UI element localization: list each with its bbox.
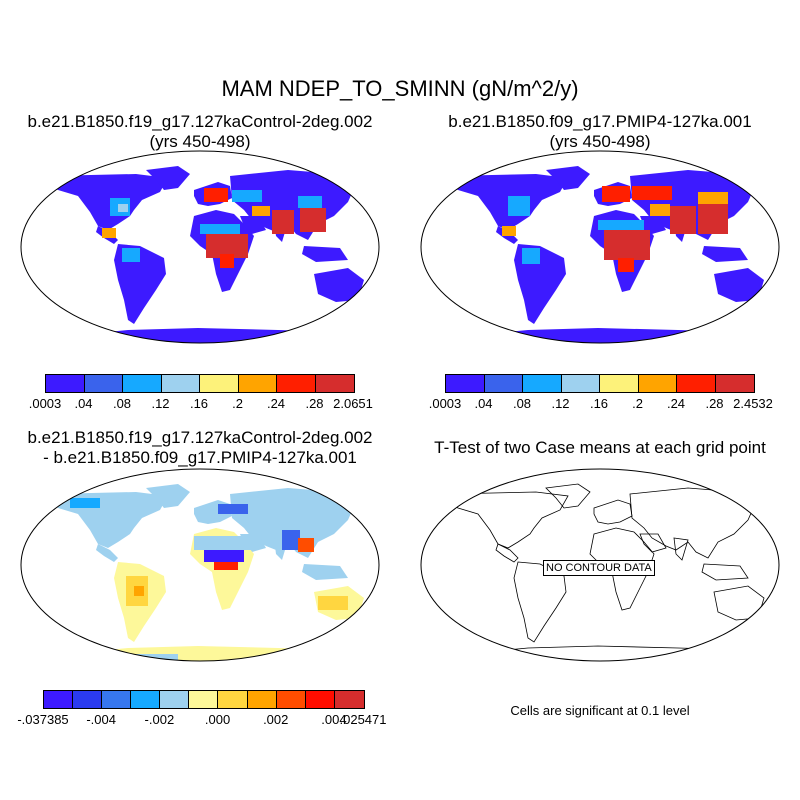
panel-4-title: T-Test of two Case means at each grid po… bbox=[400, 438, 800, 458]
colorbar-2-swatch-3 bbox=[561, 375, 600, 392]
colorbar-2-label: .16 bbox=[589, 396, 609, 411]
panel-1-title: b.e21.B1850.f19_g17.127kaControl-2deg.00… bbox=[0, 112, 400, 152]
panel-2-title-line2: (yrs 450-498) bbox=[549, 132, 651, 151]
colorbar-3-swatch-3 bbox=[131, 691, 161, 708]
map-panel-3 bbox=[20, 468, 380, 662]
colorbar-3-swatch-4 bbox=[160, 691, 190, 708]
colorbar-2-swatch-0 bbox=[446, 375, 485, 392]
colorbar-1-label: .08 bbox=[112, 396, 132, 411]
colorbar-panel-1 bbox=[45, 374, 355, 393]
colorbar-2-label: .0003 bbox=[428, 396, 462, 411]
colorbar-3-swatch-1 bbox=[73, 691, 103, 708]
colorbar-1-swatch-6 bbox=[277, 375, 316, 392]
colorbar-2-swatch-1 bbox=[484, 375, 523, 392]
colorbar-3-swatch-6 bbox=[218, 691, 248, 708]
panel-1-title-line1: b.e21.B1850.f19_g17.127kaControl-2deg.00… bbox=[27, 112, 373, 131]
panel-3-title-line1: b.e21.B1850.f19_g17.127kaControl-2deg.00… bbox=[27, 428, 373, 447]
colorbar-2-label: .28 bbox=[705, 396, 724, 411]
colorbar-1-label: .24 bbox=[266, 396, 286, 411]
colorbar-3-swatch-7 bbox=[247, 691, 277, 708]
panel-3-title: b.e21.B1850.f19_g17.127kaControl-2deg.00… bbox=[0, 428, 400, 468]
panel-2-title-line1: b.e21.B1850.f09_g17.PMIP4-127ka.001 bbox=[448, 112, 752, 131]
colorbar-2-label: .08 bbox=[512, 396, 532, 411]
colorbar-1-swatch-7 bbox=[315, 375, 354, 392]
colorbar-2-label: .24 bbox=[666, 396, 686, 411]
colorbar-2-label: .04 bbox=[474, 396, 493, 411]
colorbar-3-label: .004 bbox=[321, 712, 347, 727]
colorbar-3-label: .000 bbox=[204, 712, 231, 727]
colorbar-1-label: 2.0651 bbox=[333, 396, 373, 411]
colorbar-3-label: -.037385 bbox=[17, 712, 69, 727]
panel-2-title: b.e21.B1850.f09_g17.PMIP4-127ka.001 (yrs… bbox=[400, 112, 800, 152]
colorbar-1-label: .0003 bbox=[28, 396, 62, 411]
high-deposition-regions bbox=[102, 188, 326, 268]
colorbar-3-label: -.004 bbox=[86, 712, 116, 727]
map-panel-1 bbox=[20, 150, 380, 344]
colorbar-1-label: .2 bbox=[232, 396, 243, 411]
colorbar-3-swatch-5 bbox=[189, 691, 219, 708]
significance-note: Cells are significant at 0.1 level bbox=[510, 703, 690, 718]
panel-4-title-line1: T-Test of two Case means at each grid po… bbox=[434, 438, 766, 457]
colorbar-3-label: -.002 bbox=[144, 712, 175, 727]
colorbar-2-label: .2 bbox=[632, 396, 643, 411]
colorbar-1-swatch-2 bbox=[123, 375, 162, 392]
colorbar-2-swatch-6 bbox=[677, 375, 716, 392]
colorbar-1-swatch-4 bbox=[200, 375, 239, 392]
colorbar-2-swatch-5 bbox=[638, 375, 677, 392]
colorbar-1-swatch-5 bbox=[238, 375, 277, 392]
map-panel-4 bbox=[420, 468, 780, 662]
panel-3-title-line2: - b.e21.B1850.f09_g17.PMIP4-127ka.001 bbox=[43, 448, 357, 467]
colorbar-1-label: .28 bbox=[305, 396, 324, 411]
colorbar-3-swatch-0 bbox=[44, 691, 74, 708]
no-contour-data-label: NO CONTOUR DATA bbox=[543, 560, 655, 576]
map-panel-2 bbox=[420, 150, 780, 344]
panel-1-title-line2: (yrs 450-498) bbox=[149, 132, 251, 151]
colorbar-3-label: .002 bbox=[263, 712, 289, 727]
colorbar-3-label: .025471 bbox=[339, 712, 387, 727]
figure-title: MAM NDEP_TO_SMINN (gN/m^2/y) bbox=[221, 76, 579, 101]
colorbar-1-label: .16 bbox=[189, 396, 209, 411]
colorbar-panel-3 bbox=[43, 690, 365, 709]
colorbar-2-swatch-7 bbox=[715, 375, 754, 392]
colorbar-1-swatch-0 bbox=[46, 375, 85, 392]
colorbar-3-swatch-8 bbox=[276, 691, 306, 708]
colorbar-2-swatch-2 bbox=[523, 375, 562, 392]
colorbar-3-swatch-10 bbox=[334, 691, 364, 708]
colorbar-3-swatch-2 bbox=[102, 691, 132, 708]
colorbar-3-swatch-9 bbox=[305, 691, 335, 708]
colorbar-1-label: .04 bbox=[74, 396, 93, 411]
colorbar-1-label: .12 bbox=[151, 396, 170, 411]
colorbar-2-swatch-4 bbox=[600, 375, 639, 392]
colorbar-2-label: 2.4532 bbox=[733, 396, 773, 411]
colorbar-2-label: .12 bbox=[551, 396, 570, 411]
colorbar-1-swatch-1 bbox=[84, 375, 123, 392]
colorbar-1-swatch-3 bbox=[161, 375, 200, 392]
colorbar-panel-2 bbox=[445, 374, 755, 393]
high-deposition-regions bbox=[502, 186, 728, 272]
